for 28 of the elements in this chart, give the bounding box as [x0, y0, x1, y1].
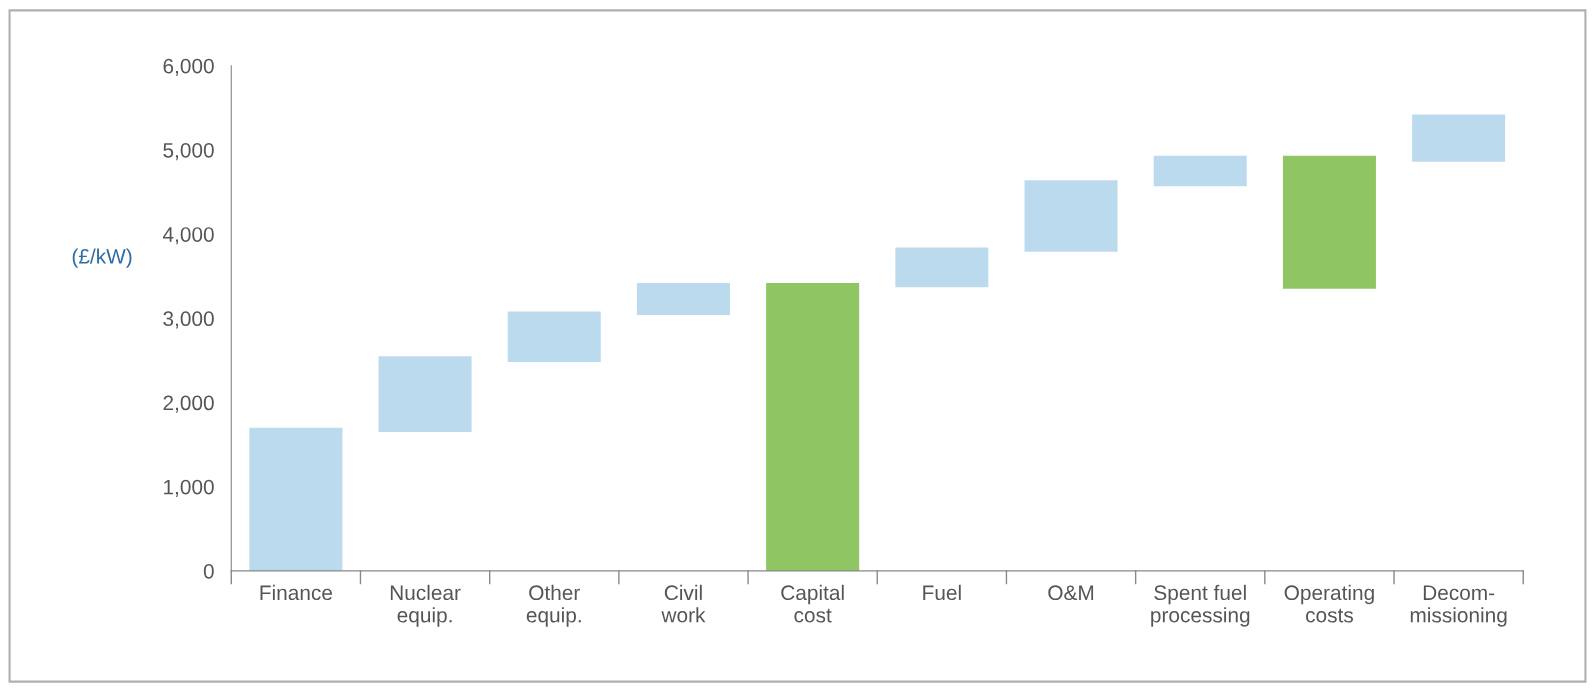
x-tick-label: Finance — [260, 584, 333, 601]
y-tick-label: 0 — [203, 563, 214, 579]
bar — [378, 356, 472, 432]
x-tick-label: Capital cost — [781, 584, 844, 623]
x-tick-label: Decom- missioning — [1410, 585, 1507, 627]
bar — [1412, 114, 1506, 162]
x-tick-label: O&M — [1048, 585, 1094, 601]
y-tick-label: 2,000 — [163, 395, 214, 413]
bar — [1024, 180, 1118, 252]
x-tick-label: Nuclear equip. — [390, 584, 461, 627]
bar — [507, 311, 601, 363]
y-tick-label: 1,000 — [164, 479, 214, 497]
x-tick-label: Fuel — [923, 584, 961, 601]
x-tick-label: Spent fuel processing — [1151, 584, 1250, 627]
x-tick-label: Operating costs — [1284, 584, 1374, 623]
y-axis-title: (£/kW) — [72, 248, 132, 268]
bar — [1282, 155, 1376, 289]
x-tick-label: Civil work — [661, 584, 706, 623]
x-tick-label: Other equip. — [526, 584, 581, 627]
bar — [249, 427, 343, 571]
bar — [636, 282, 730, 315]
y-tick-label: 6,000 — [163, 58, 214, 76]
y-tick-label: 4,000 — [162, 227, 214, 245]
bar — [766, 282, 860, 571]
bar — [1153, 155, 1247, 187]
y-tick-label: 3,000 — [163, 311, 214, 329]
bar — [895, 247, 989, 288]
y-tick-label: 5,000 — [163, 142, 214, 161]
